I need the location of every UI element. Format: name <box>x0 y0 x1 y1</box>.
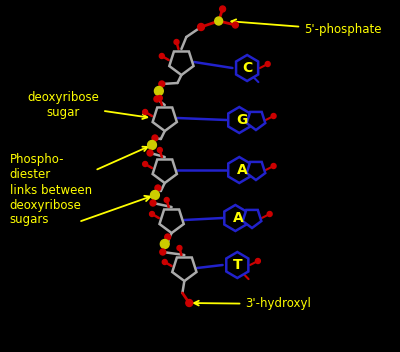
Circle shape <box>159 81 165 87</box>
Circle shape <box>150 190 159 200</box>
Polygon shape <box>228 157 250 183</box>
Circle shape <box>143 162 148 166</box>
Circle shape <box>177 245 182 251</box>
Circle shape <box>220 6 226 12</box>
Text: 3'-hydroxyl: 3'-hydroxyl <box>194 297 311 310</box>
Circle shape <box>155 185 161 191</box>
Circle shape <box>165 234 171 240</box>
Circle shape <box>160 239 169 249</box>
Circle shape <box>186 300 193 307</box>
Circle shape <box>148 140 156 150</box>
Text: T: T <box>232 258 242 272</box>
Polygon shape <box>236 55 258 81</box>
Circle shape <box>147 150 153 156</box>
Polygon shape <box>160 209 184 233</box>
Circle shape <box>152 135 158 141</box>
Circle shape <box>271 113 276 119</box>
Circle shape <box>162 259 167 264</box>
Circle shape <box>150 212 154 216</box>
Polygon shape <box>172 257 196 281</box>
Text: G: G <box>236 113 248 127</box>
Text: A: A <box>237 163 248 177</box>
Text: C: C <box>242 61 252 75</box>
Text: A: A <box>233 211 244 225</box>
Polygon shape <box>153 159 177 183</box>
Circle shape <box>198 24 204 31</box>
Circle shape <box>160 249 166 255</box>
Circle shape <box>159 54 164 58</box>
Circle shape <box>265 62 270 67</box>
Circle shape <box>174 39 179 44</box>
Text: 5'-phosphate: 5'-phosphate <box>231 19 382 37</box>
Circle shape <box>154 87 163 95</box>
Circle shape <box>157 147 162 152</box>
Text: Phospho-
diester
links between
deoxyribose
sugars: Phospho- diester links between deoxyribo… <box>10 147 148 226</box>
Polygon shape <box>247 112 265 130</box>
Circle shape <box>157 95 162 101</box>
Polygon shape <box>226 252 248 278</box>
Circle shape <box>267 212 272 216</box>
Circle shape <box>215 17 223 25</box>
Circle shape <box>143 109 148 114</box>
Polygon shape <box>247 162 265 180</box>
Polygon shape <box>228 107 250 133</box>
Text: deoxyribose
sugar: deoxyribose sugar <box>28 91 147 119</box>
Polygon shape <box>153 107 177 131</box>
Circle shape <box>164 197 169 202</box>
Circle shape <box>232 22 238 28</box>
Polygon shape <box>224 205 246 231</box>
Circle shape <box>154 96 160 102</box>
Circle shape <box>150 200 156 206</box>
Polygon shape <box>243 210 261 228</box>
Circle shape <box>256 258 260 264</box>
Circle shape <box>271 163 276 169</box>
Polygon shape <box>169 51 194 75</box>
